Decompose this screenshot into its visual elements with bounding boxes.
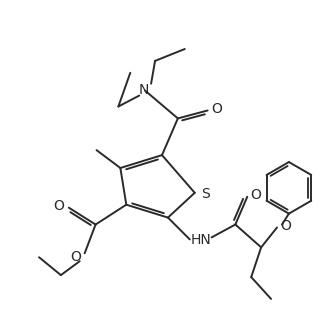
Text: S: S — [201, 187, 210, 201]
Text: O: O — [53, 199, 64, 213]
Text: HN: HN — [190, 234, 211, 247]
Text: O: O — [211, 102, 222, 117]
Text: O: O — [281, 218, 291, 233]
Text: N: N — [139, 83, 149, 97]
Text: O: O — [251, 188, 261, 202]
Text: O: O — [70, 250, 81, 264]
